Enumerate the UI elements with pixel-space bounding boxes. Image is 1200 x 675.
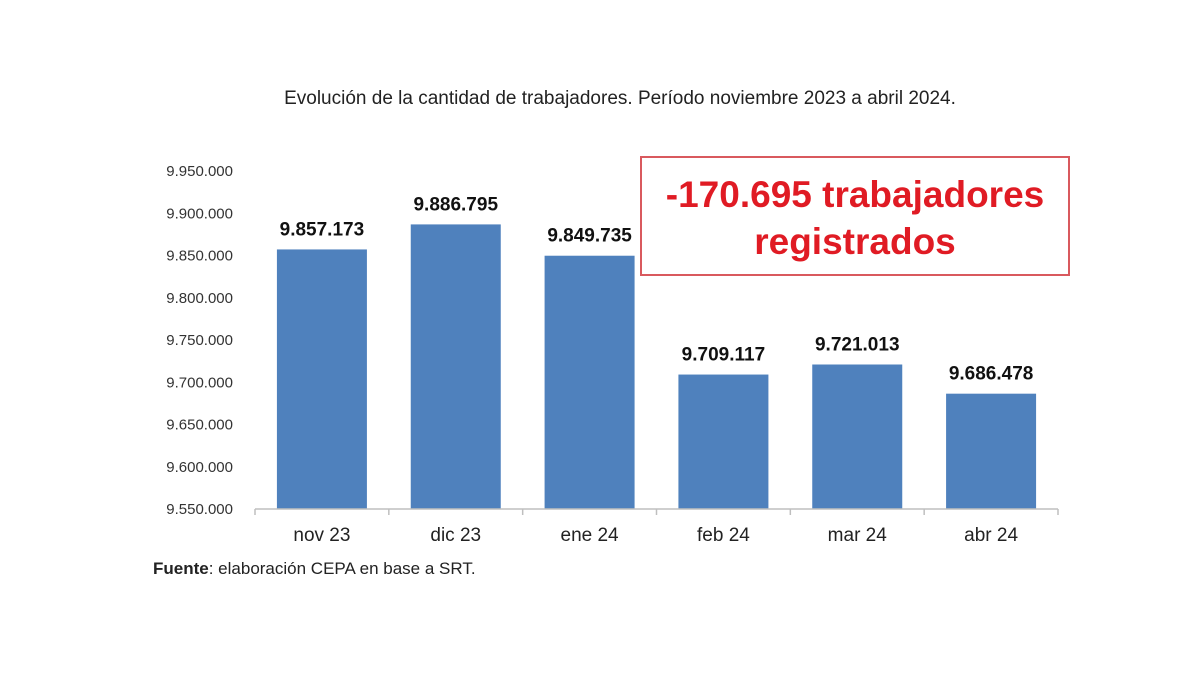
bar — [812, 364, 903, 509]
callout-line-2: registrados — [754, 221, 956, 262]
x-tick-label: ene 24 — [561, 525, 620, 546]
callout-line-1: -170.695 trabajadores — [665, 174, 1045, 215]
y-tick-label: 9.900.000 — [166, 205, 233, 222]
y-tick-label: 9.600.000 — [166, 459, 233, 476]
bars-group — [276, 224, 1037, 510]
y-tick-label: 9.550.000 — [166, 501, 233, 518]
y-tick-label: 9.750.000 — [166, 332, 233, 349]
data-label: 9.686.478 — [949, 364, 1034, 385]
bar — [276, 249, 367, 509]
source-text: : elaboración CEPA en base a SRT. — [208, 559, 476, 578]
source-label: Fuente — [153, 559, 209, 578]
data-label: 9.709.117 — [682, 345, 765, 366]
data-label: 9.857.173 — [280, 219, 365, 240]
bar — [544, 255, 635, 509]
source-note: Fuente: elaboración CEPA en base a SRT. — [153, 559, 476, 579]
x-tick-label: abr 24 — [964, 525, 1018, 546]
y-axis: 9.550.000 9.600.000 9.650.000 9.700.000 9.75… — [166, 163, 233, 518]
x-tick-label: dic 23 — [430, 525, 481, 546]
bar — [410, 224, 501, 510]
y-tick-label: 9.850.000 — [166, 248, 233, 265]
y-tick-label: 9.800.000 — [166, 290, 233, 307]
y-tick-label: 9.700.000 — [166, 374, 233, 391]
x-axis: nov 23 dic 23 ene 24 feb 24 mar 24 abr 24 — [254, 508, 1059, 546]
callout-box: -170.695 trabajadores registrados — [640, 156, 1070, 276]
bar — [678, 374, 769, 509]
y-tick-label: 9.950.000 — [166, 163, 233, 180]
bar — [946, 393, 1037, 509]
data-label: 9.886.795 — [413, 194, 498, 215]
data-label: 9.721.013 — [815, 334, 900, 355]
y-tick-label: 9.650.000 — [166, 417, 233, 434]
x-tick-label: nov 23 — [293, 525, 350, 546]
data-label: 9.849.735 — [547, 226, 632, 247]
data-labels-group: 9.857.173 9.886.795 9.849.735 9.709.117 9.72… — [280, 194, 1034, 384]
x-tick-label: feb 24 — [697, 525, 750, 546]
x-tick-label: mar 24 — [828, 525, 888, 546]
chart-title: Evolución de la cantidad de trabajadores… — [284, 88, 956, 109]
